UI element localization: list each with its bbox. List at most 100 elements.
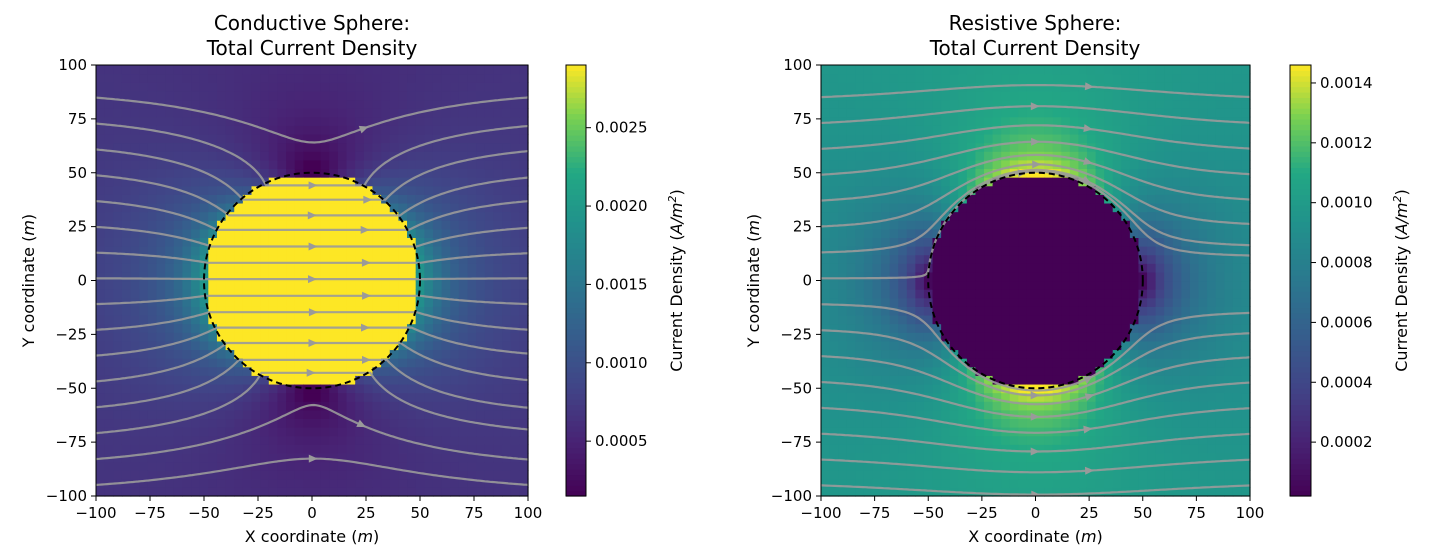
heatmap-cell (949, 73, 959, 83)
heatmap-cell (1207, 73, 1217, 83)
heatmap-cell (139, 470, 149, 480)
heatmap-cell (502, 159, 512, 170)
heatmap-cell (992, 470, 1002, 480)
heatmap-cell (294, 409, 304, 420)
heatmap-cell (872, 461, 882, 471)
heatmap-cell (182, 151, 192, 161)
heatmap-cell (329, 349, 339, 359)
heatmap-cell (923, 452, 934, 463)
heatmap-cell (941, 392, 951, 402)
heatmap-cell (872, 444, 882, 454)
heatmap-cell (1018, 314, 1028, 325)
heatmap-cell (1009, 280, 1019, 290)
heatmap-cell (966, 297, 977, 307)
heatmap-cell (1001, 358, 1011, 368)
heatmap-cell (855, 297, 865, 307)
heatmap-cell (1129, 444, 1140, 454)
heatmap-cell (915, 297, 925, 307)
heatmap-cell (476, 246, 486, 256)
heatmap-cell (1044, 349, 1054, 359)
heatmap-cell (113, 271, 123, 282)
colorbar-step (566, 485, 586, 492)
heatmap-cell (1181, 392, 1191, 402)
heatmap-cell (346, 159, 356, 170)
heatmap-cell (441, 297, 451, 307)
heatmap-cell (1147, 435, 1157, 445)
heatmap-cell (441, 401, 451, 411)
heatmap-cell (96, 108, 106, 118)
heatmap-cell (381, 125, 391, 135)
heatmap-cell (1172, 133, 1182, 144)
heatmap-cell (242, 418, 253, 428)
heatmap-cell (294, 99, 304, 109)
heatmap-cell (872, 271, 882, 282)
heatmap-cell (906, 202, 916, 213)
heatmap-cell (458, 125, 469, 135)
heatmap-cell (1018, 366, 1028, 376)
heatmap-cell (268, 254, 279, 264)
heatmap-cell (915, 323, 925, 333)
heatmap-cell (889, 452, 899, 463)
heatmap-cell (1207, 211, 1217, 221)
heatmap-cell (268, 306, 279, 316)
heatmap-cell (915, 151, 925, 161)
heatmap-cell (502, 246, 512, 256)
heatmap-cell (958, 82, 968, 92)
heatmap-cell (1044, 65, 1054, 75)
heatmap-cell (915, 82, 925, 92)
heatmap-cell (165, 280, 175, 290)
heatmap-cell (1198, 435, 1208, 445)
heatmap-cell (889, 271, 899, 282)
heatmap-cell (389, 228, 399, 238)
heatmap-cell (1155, 108, 1165, 118)
heatmap-cell (846, 461, 856, 471)
heatmap-cell (1104, 211, 1114, 221)
heatmap-cell (234, 332, 244, 342)
heatmap-cell (829, 73, 839, 83)
heatmap-cell (450, 366, 460, 376)
heatmap-cell (855, 237, 865, 247)
heatmap-cell (476, 237, 486, 247)
heatmap-cell (923, 82, 934, 92)
heatmap-cell (156, 159, 166, 170)
heatmap-cell (1026, 306, 1037, 316)
heatmap-cell (424, 177, 434, 187)
heatmap-cell (984, 323, 994, 333)
heatmap-cell (139, 254, 149, 264)
heatmap-cell (898, 478, 908, 488)
heatmap-cell (329, 246, 339, 256)
heatmap-cell (1198, 116, 1208, 126)
heatmap-cell (1069, 375, 1079, 385)
heatmap-cell (975, 108, 985, 118)
heatmap-cell (1147, 332, 1157, 342)
heatmap-cell (502, 211, 512, 221)
heatmap-cell (355, 90, 365, 101)
heatmap-cell (303, 306, 313, 316)
heatmap-cell (1155, 90, 1165, 101)
heatmap-cell (337, 99, 348, 109)
heatmap-cell (407, 366, 417, 376)
heatmap-cell (260, 487, 270, 497)
heatmap-cell (889, 332, 899, 342)
heatmap-cell (355, 220, 365, 230)
heatmap-cell (846, 271, 856, 282)
heatmap-cell (975, 246, 985, 256)
heatmap-cell (846, 108, 856, 118)
heatmap-cell (337, 177, 348, 187)
heatmap-cell (121, 383, 132, 394)
heatmap-cells (96, 65, 529, 497)
heatmap-cell (113, 185, 123, 195)
heatmap-cell (1078, 194, 1088, 204)
heatmap-cell (502, 194, 512, 204)
heatmap-cell (165, 125, 175, 135)
heatmap-cell (355, 65, 365, 75)
heatmap-cell (1009, 263, 1019, 273)
heatmap-cell (510, 194, 520, 204)
heatmap-cell (260, 418, 270, 428)
heatmap-cell (199, 383, 209, 394)
heatmap-cell (363, 375, 374, 385)
heatmap-cell (1009, 246, 1019, 256)
heatmap-cell (846, 263, 856, 273)
heatmap-cell (1069, 401, 1079, 411)
colorbar-step (566, 86, 586, 93)
